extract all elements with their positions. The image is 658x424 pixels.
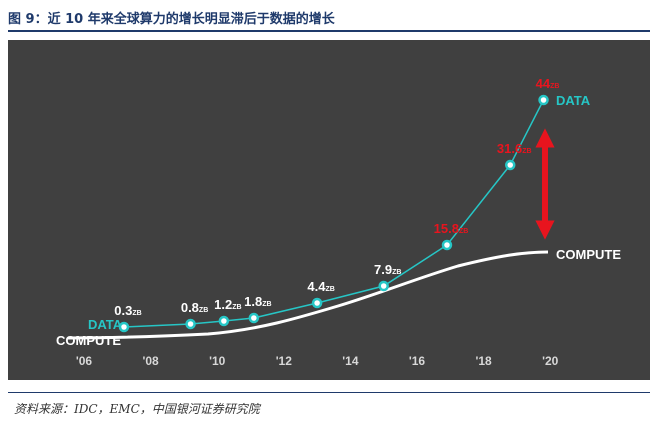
data-label: 7.9ZB bbox=[374, 262, 401, 277]
data-point bbox=[311, 297, 323, 309]
compute-series-label-left: COMPUTE bbox=[56, 333, 121, 348]
x-tick-label: '08 bbox=[142, 354, 159, 368]
x-tick-label: '06 bbox=[76, 354, 93, 368]
data-point bbox=[441, 239, 453, 251]
data-point bbox=[538, 94, 549, 106]
x-tick-label: '12 bbox=[276, 354, 293, 368]
data-label: 0.8ZB bbox=[181, 300, 208, 315]
data-point bbox=[118, 321, 130, 333]
data-point bbox=[378, 280, 389, 292]
x-tick-label: '10 bbox=[209, 354, 226, 368]
data-label: 1.2ZB bbox=[214, 297, 241, 312]
data-point bbox=[248, 312, 260, 324]
data-labels: 0.3ZB 0.8ZB 1.2ZB 1.8ZB 4.4ZB 7.9ZB 15.8ZB 31.6… bbox=[114, 76, 559, 318]
title-rule bbox=[8, 30, 650, 32]
data-point bbox=[218, 315, 230, 327]
x-axis-ticks: '06 '08 '10 '12 '14 '16 '18 '20 bbox=[76, 354, 559, 368]
data-series-label-left: DATA bbox=[88, 317, 123, 332]
data-point bbox=[185, 318, 196, 330]
data-series-label-right: DATA bbox=[556, 93, 591, 108]
x-tick-label: '16 bbox=[409, 354, 426, 368]
data-point bbox=[504, 159, 516, 171]
chart: '06 '08 '10 '12 '14 '16 '18 '20 COMPUTE COMPUTE… bbox=[8, 40, 650, 380]
data-points bbox=[118, 94, 549, 333]
x-tick-label: '14 bbox=[342, 354, 359, 368]
source-note: 资料来源：IDC，EMC，中国银河证券研究院 bbox=[14, 402, 260, 416]
x-tick-label: '20 bbox=[542, 354, 559, 368]
figure-title: 图 9：近 10 年来全球算力的增长明显滞后于数据的增长 bbox=[8, 12, 335, 27]
data-label: 31.6ZB bbox=[497, 141, 532, 156]
compute-line bbox=[67, 250, 549, 340]
data-label: 15.8ZB bbox=[434, 221, 469, 236]
footer-rule bbox=[8, 392, 650, 393]
data-label: 4.4ZB bbox=[307, 279, 334, 294]
data-label: 1.8ZB bbox=[244, 294, 271, 309]
x-tick-label: '18 bbox=[475, 354, 492, 368]
compute-series-label-right: COMPUTE bbox=[556, 247, 621, 262]
data-label: 0.3ZB bbox=[114, 303, 141, 318]
data-label: 44ZB bbox=[536, 76, 560, 91]
